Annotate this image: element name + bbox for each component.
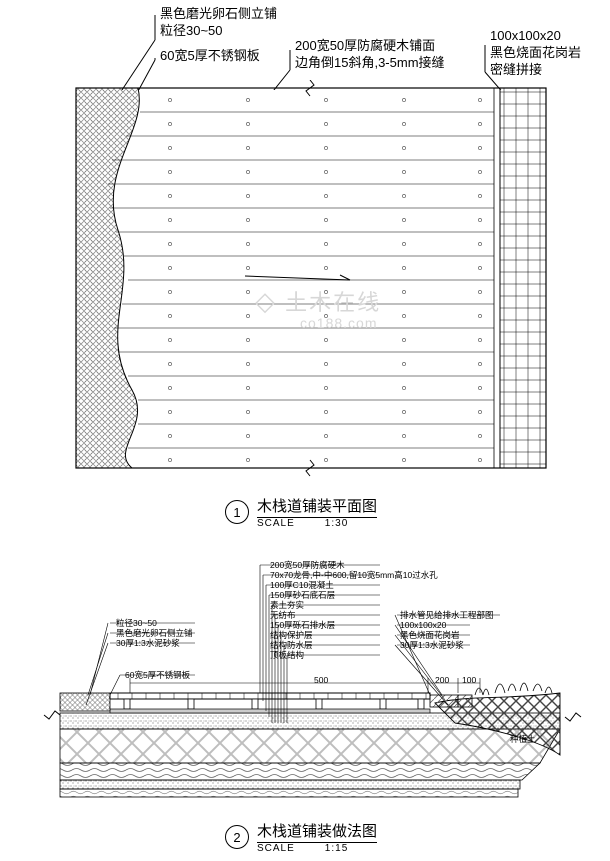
top-leaders — [0, 0, 610, 90]
title1-scale-label: SCALE — [257, 518, 295, 529]
title1-main: 木栈道铺装平面图 — [257, 495, 377, 518]
sec-dim2: 200 — [435, 676, 449, 686]
sec-r-9: 顶板结构 — [270, 651, 304, 661]
plan-view — [0, 80, 610, 480]
title2-num: 2 — [225, 825, 249, 849]
title1-scale-value: 1:30 — [325, 518, 348, 529]
title2-scale-value: 1:15 — [325, 843, 348, 854]
title1-num: 1 — [225, 500, 249, 524]
sec-dim1: 500 — [314, 676, 328, 686]
title2-main: 木栈道铺装做法图 — [257, 820, 377, 843]
sec-l-2: 30厚1:3水泥砂浆 — [116, 639, 180, 649]
sec-planting: 种植土 — [510, 735, 536, 745]
sec-lb: 60宽5厚不锈钢板 — [125, 671, 190, 681]
title2-scale-label: SCALE — [257, 843, 295, 854]
sec-dim3: 100 — [462, 676, 476, 686]
sec-rt-3: 30厚1:3水泥砂浆 — [400, 641, 464, 651]
